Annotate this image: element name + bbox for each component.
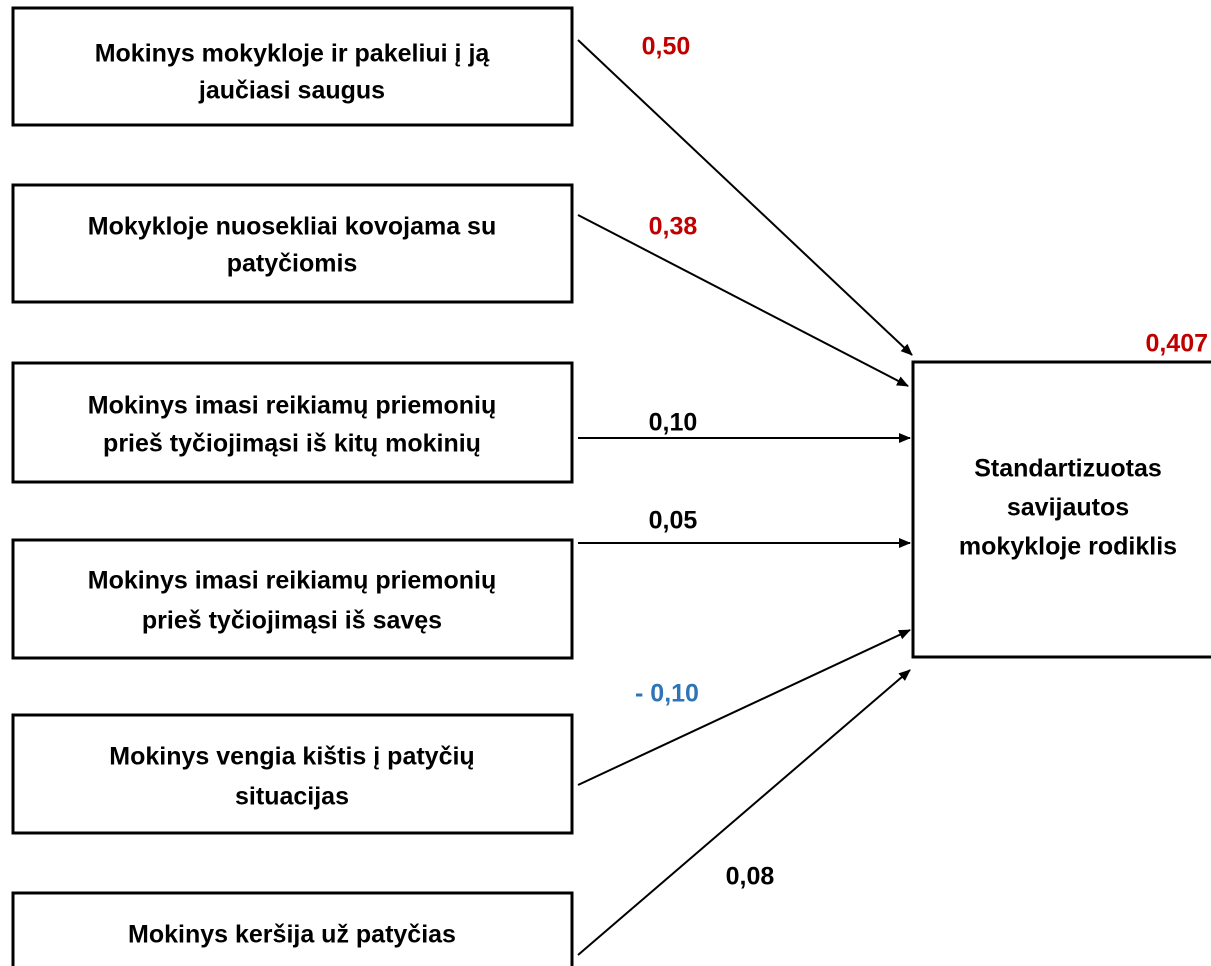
node-label: situacijas <box>235 783 349 811</box>
arrow <box>577 39 913 356</box>
coefficient: 0,38 <box>649 213 698 241</box>
node-label: Mokinys imasi reikiamų priemonių <box>88 567 496 595</box>
node-box <box>11 361 574 484</box>
node-label: prieš tyčiojimąsi iš savęs <box>142 607 442 635</box>
node-label: Mokinys keršija už patyčias <box>128 921 456 949</box>
node-box <box>11 891 574 966</box>
arrow <box>577 214 909 387</box>
coefficient: 0,08 <box>726 863 775 891</box>
node-box <box>11 6 574 127</box>
arrow <box>577 669 911 956</box>
node-label: jaučiasi saugus <box>198 77 385 105</box>
node-label: prieš tyčiojimąsi iš kitų mokinių <box>103 430 481 458</box>
target-label: savijautos <box>1007 494 1129 522</box>
target-box <box>911 360 1211 659</box>
coefficient: 0,50 <box>642 33 691 61</box>
node-box <box>11 538 574 660</box>
node-box <box>11 183 574 304</box>
node-label: patyčiomis <box>227 250 358 278</box>
node-label: Mokykloje nuosekliai kovojama su <box>88 213 496 241</box>
node-label: Mokinys vengia kištis į patyčių <box>109 743 474 771</box>
target-label: Standartizuotas <box>974 455 1162 483</box>
coefficient: 0,10 <box>649 409 698 437</box>
coefficient: - 0,10 <box>635 680 699 708</box>
node-box <box>11 713 574 835</box>
coefficient: 0,05 <box>649 507 698 535</box>
node-label: Mokinys mokykloje ir pakeliui į ją <box>95 40 491 68</box>
r-squared: 0,407 <box>1145 330 1208 358</box>
target-label: mokykloje rodiklis <box>959 533 1177 561</box>
node-label: Mokinys imasi reikiamų priemonių <box>88 392 496 420</box>
arrow <box>577 629 911 786</box>
